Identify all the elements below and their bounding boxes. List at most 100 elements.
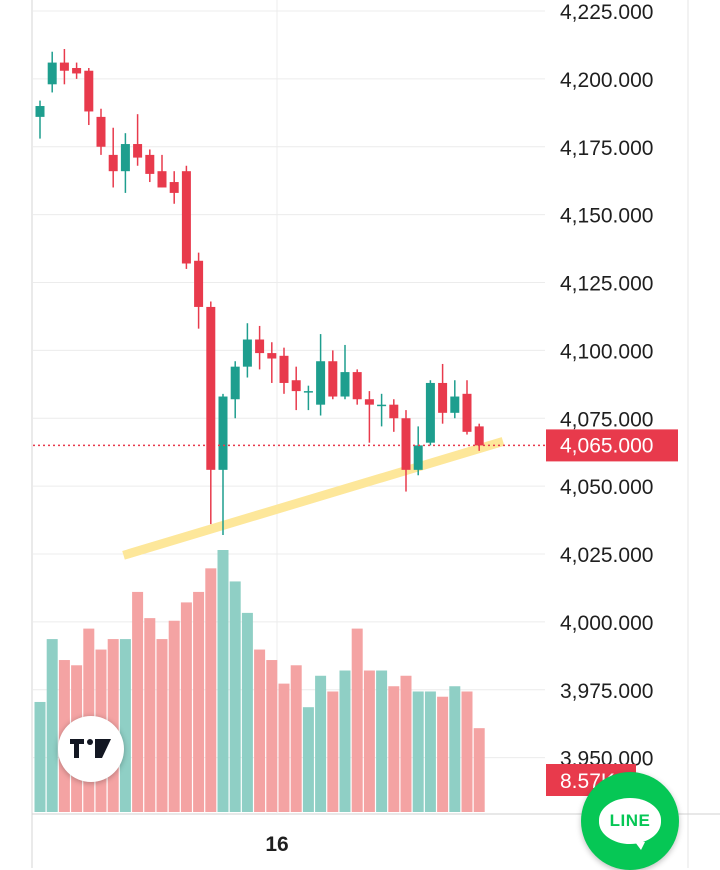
candle-body (35, 106, 45, 117)
trendline[interactable] (122, 437, 505, 560)
volume-bar (376, 670, 388, 812)
candle-body (157, 171, 167, 188)
candle-body (450, 396, 460, 413)
candle (462, 380, 472, 435)
candle-body (96, 116, 106, 147)
candle-body (279, 355, 289, 383)
volume-bar (144, 618, 156, 812)
candle-body (84, 70, 94, 112)
candle-body (194, 260, 204, 307)
candle (328, 350, 338, 400)
volume-bar (229, 581, 241, 812)
candle-body (462, 393, 472, 432)
y-tick-label: 4,125.000 (560, 273, 653, 296)
candle (474, 423, 484, 451)
volume-bar (34, 701, 46, 812)
candle-body (328, 361, 338, 397)
candle-body (474, 426, 484, 446)
volume-bar (205, 568, 217, 812)
candle (450, 380, 460, 419)
candle (413, 426, 423, 476)
candle-body (206, 306, 216, 470)
candle (255, 325, 265, 370)
line-label: LINE (609, 811, 651, 830)
y-tick-label: 4,075.000 (560, 408, 653, 431)
candle (35, 100, 45, 139)
y-tick-label: 4,025.000 (560, 544, 653, 567)
candle (218, 393, 228, 535)
candle (181, 165, 191, 269)
volume-bar (254, 649, 266, 812)
candle (425, 380, 435, 446)
volume-bar (339, 670, 351, 812)
candle (242, 323, 252, 378)
candle (401, 410, 411, 492)
candle (340, 344, 350, 400)
candle-body (181, 171, 191, 264)
y-tick-label: 4,200.000 (560, 69, 653, 92)
gridlines (31, 0, 720, 868)
line-share-button[interactable]: LINE (581, 772, 679, 870)
volume-bar (424, 691, 436, 812)
candle-body (364, 399, 374, 405)
volume-bar (388, 686, 400, 812)
candle (389, 399, 399, 432)
candle-body (425, 382, 435, 443)
y-tick-label: 3,975.000 (560, 680, 653, 703)
candle (72, 62, 82, 79)
candle (145, 149, 155, 183)
candle (438, 363, 448, 424)
candles (35, 49, 484, 535)
candle-body (59, 62, 69, 71)
volume-bar (473, 728, 485, 812)
volume-bar (168, 620, 180, 812)
candle-body (242, 339, 252, 367)
y-tick-label: 4,225.000 (560, 1, 653, 24)
candle (108, 127, 118, 188)
volume-bar (363, 670, 375, 812)
volume-bar (315, 675, 327, 812)
candle (303, 385, 313, 411)
candle-body (413, 445, 423, 470)
candle-body (401, 418, 411, 470)
candle-body (47, 62, 57, 85)
candle (47, 51, 57, 93)
candle-body (316, 361, 326, 405)
candle (230, 361, 240, 419)
volume-bar (302, 707, 314, 812)
last-price-tag (546, 429, 678, 462)
candle (316, 334, 326, 416)
volume-bar (132, 591, 144, 812)
candle-body (230, 366, 240, 400)
candle-body (340, 372, 350, 397)
candle-body (352, 372, 362, 400)
candle (120, 133, 130, 193)
line-icon: LINE (599, 798, 661, 850)
volume-bar (412, 691, 424, 812)
candle (96, 108, 106, 155)
volume-bar (278, 683, 290, 812)
volume-bar (449, 686, 461, 812)
candle-body (120, 144, 130, 172)
candle-body (389, 404, 399, 419)
tradingview-logo[interactable] (58, 716, 124, 782)
volume-bar (437, 696, 449, 812)
x-tick-label: 16 (265, 833, 288, 856)
tradingview-logo-icon (70, 739, 111, 758)
candle-body (267, 353, 277, 359)
volume-bar (400, 675, 412, 812)
candle (364, 391, 374, 443)
y-tick-label: 4,100.000 (560, 340, 653, 363)
candle (194, 252, 204, 329)
candle-body (145, 154, 155, 174)
candle-body (291, 380, 301, 392)
candle-body (255, 339, 265, 354)
candle (291, 366, 301, 411)
y-tick-label: 4,000.000 (560, 612, 653, 635)
candle (279, 347, 289, 394)
candle-body (108, 154, 118, 172)
volume-bar (217, 550, 229, 812)
support-trendline[interactable] (122, 437, 505, 560)
volume-bar (461, 691, 473, 812)
candle (59, 49, 69, 85)
